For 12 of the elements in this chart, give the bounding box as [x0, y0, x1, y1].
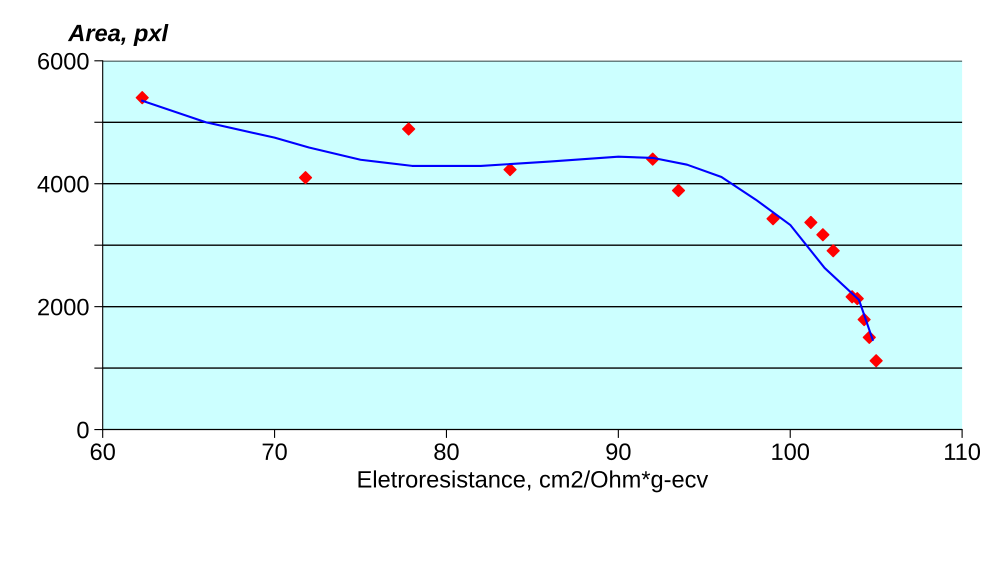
y-tick-label: 0 — [77, 422, 89, 438]
y-tick-label: 4000 — [38, 176, 89, 193]
y-tick-label: 2000 — [38, 298, 89, 316]
x-tick-label: 100 — [772, 443, 809, 460]
x-tick-label: 110 — [945, 443, 980, 460]
x-tick-label: 60 — [90, 443, 115, 460]
y-axis-title: Area, pxl — [68, 24, 168, 46]
x-axis-title: Eletroresistance, cm2/Ohm*g-ecv — [358, 470, 708, 492]
x-tick-label: 70 — [262, 443, 287, 460]
x-tick-label: 90 — [606, 443, 631, 460]
y-tick-label: 6000 — [38, 52, 89, 70]
x-tick-label: 80 — [434, 443, 459, 460]
